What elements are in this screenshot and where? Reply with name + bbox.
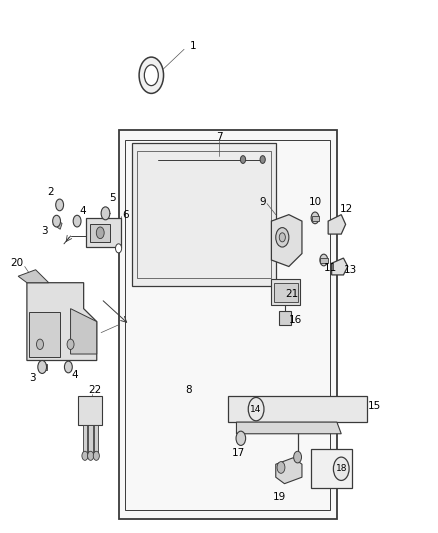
Bar (132, 143, 276, 286)
Text: 7: 7 (215, 132, 223, 142)
Bar (125, 140, 330, 510)
Polygon shape (272, 215, 302, 266)
Text: 4: 4 (71, 370, 78, 381)
Circle shape (36, 339, 43, 350)
Circle shape (145, 65, 158, 86)
Text: 6: 6 (122, 209, 128, 220)
Text: 17: 17 (232, 448, 245, 458)
Bar (137, 151, 271, 278)
Text: 3: 3 (29, 373, 35, 383)
Text: 20: 20 (11, 259, 24, 268)
Circle shape (73, 215, 81, 227)
Circle shape (93, 451, 99, 461)
Bar (88, 425, 93, 455)
Polygon shape (18, 270, 49, 282)
Polygon shape (71, 309, 97, 354)
Bar (311, 449, 352, 488)
Text: 4: 4 (79, 206, 86, 216)
Bar (279, 311, 291, 325)
Bar (119, 131, 337, 519)
Bar (280, 286, 290, 296)
Text: 8: 8 (185, 385, 192, 394)
Circle shape (260, 156, 265, 164)
Bar (78, 396, 102, 425)
Circle shape (293, 451, 301, 463)
Polygon shape (237, 422, 341, 434)
Circle shape (53, 215, 60, 227)
Circle shape (38, 360, 46, 374)
Bar (90, 224, 110, 242)
Circle shape (279, 233, 286, 242)
Polygon shape (276, 458, 302, 483)
Text: 22: 22 (88, 385, 101, 394)
Text: 9: 9 (259, 197, 266, 207)
Bar (38, 364, 46, 370)
Circle shape (320, 254, 328, 266)
Text: 19: 19 (272, 491, 286, 502)
Text: 10: 10 (308, 197, 321, 207)
Polygon shape (328, 215, 346, 234)
Bar (94, 425, 99, 455)
Circle shape (276, 228, 289, 247)
Circle shape (82, 451, 88, 461)
Bar (29, 312, 60, 357)
Circle shape (311, 212, 319, 224)
Text: 5: 5 (109, 193, 115, 204)
Bar (311, 216, 319, 221)
Text: 3: 3 (41, 226, 48, 236)
Polygon shape (272, 279, 300, 305)
Circle shape (64, 361, 72, 373)
Text: 1: 1 (190, 41, 196, 51)
Circle shape (88, 451, 94, 461)
Text: 15: 15 (367, 401, 381, 411)
Text: 21: 21 (286, 289, 299, 298)
Polygon shape (27, 282, 97, 360)
Circle shape (236, 431, 246, 446)
Polygon shape (332, 258, 348, 275)
Circle shape (67, 339, 74, 350)
Bar (86, 218, 121, 247)
Text: 16: 16 (289, 314, 302, 325)
Circle shape (139, 57, 163, 93)
Circle shape (240, 156, 246, 164)
Bar (274, 282, 297, 302)
Text: 2: 2 (48, 187, 54, 197)
Bar (228, 396, 367, 422)
Circle shape (56, 199, 64, 211)
Bar (83, 425, 87, 455)
Circle shape (116, 244, 122, 253)
Circle shape (248, 398, 264, 421)
Circle shape (277, 462, 285, 473)
Text: 13: 13 (343, 265, 357, 274)
Bar (320, 258, 328, 263)
Text: 14: 14 (251, 405, 262, 414)
Text: 18: 18 (336, 464, 347, 473)
Bar (53, 219, 62, 229)
Text: 12: 12 (340, 205, 353, 214)
Circle shape (101, 207, 110, 220)
Text: 11: 11 (324, 263, 337, 273)
Circle shape (333, 457, 349, 480)
Circle shape (96, 227, 104, 239)
